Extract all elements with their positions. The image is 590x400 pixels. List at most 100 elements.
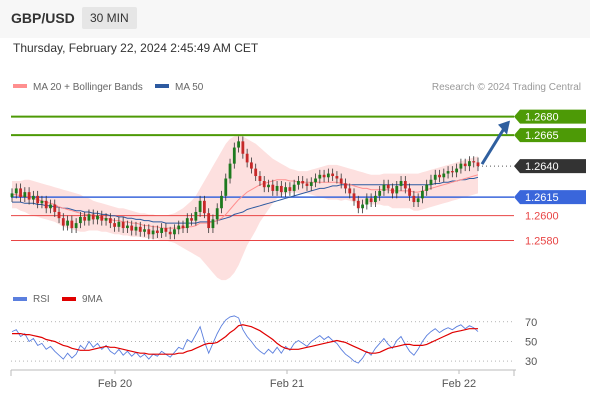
candle <box>275 180 279 196</box>
candle <box>421 185 424 204</box>
candle <box>143 224 146 237</box>
candle-body <box>194 211 198 221</box>
ma50-legend-label: MA 50 <box>175 82 204 93</box>
candle <box>207 208 211 234</box>
resistance-2-value: 1.2680 <box>525 112 559 124</box>
rsi-legend-label: RSI <box>33 294 50 305</box>
candle <box>232 142 236 169</box>
resistance-2-label: 1.2680 <box>514 109 586 124</box>
candle-body <box>275 185 279 191</box>
candle-body <box>339 178 343 184</box>
candle <box>134 221 138 236</box>
candle <box>455 163 459 178</box>
candle-body <box>348 188 352 194</box>
candle <box>373 190 377 208</box>
candle-body <box>318 174 322 179</box>
rsi-tick-label: 30 <box>525 356 537 368</box>
candle <box>438 169 441 183</box>
candle-body <box>322 174 326 178</box>
candle <box>279 180 283 198</box>
candle-body <box>476 162 480 167</box>
candle-body <box>155 230 159 234</box>
candle-body <box>177 225 181 230</box>
rsi-panel: 70 50 30 <box>11 315 537 368</box>
candle <box>305 178 309 191</box>
candle-body <box>224 178 228 196</box>
candle <box>356 195 360 214</box>
candle <box>224 173 228 201</box>
resistance-1-value: 1.2665 <box>525 130 559 142</box>
candle-body <box>369 198 373 203</box>
candle-body <box>356 200 360 209</box>
candle <box>211 214 215 234</box>
candle-body <box>14 188 18 194</box>
candle <box>121 216 125 234</box>
candle <box>49 199 52 214</box>
candle <box>147 224 151 240</box>
candle <box>44 195 48 214</box>
candle <box>476 157 480 172</box>
candle <box>271 179 275 196</box>
rsi-legend: RSI 9MA <box>13 294 103 305</box>
candle-body <box>438 174 441 178</box>
candle-body <box>262 180 266 188</box>
main-legend: MA 20 + Bollinger Bands MA 50 Research ©… <box>13 82 581 93</box>
candle-body <box>344 183 347 189</box>
candle <box>173 224 176 240</box>
timestamp: Thursday, February 22, 2024 2:45:49 AM C… <box>13 41 259 55</box>
header-bar: GBP/USD 30 MIN <box>0 0 590 38</box>
resistance-1-label: 1.2665 <box>514 128 586 143</box>
candle <box>185 213 189 234</box>
resistance-2-tag <box>514 109 586 124</box>
support-1-value: 1.2600 <box>525 211 559 223</box>
candle <box>463 158 467 172</box>
candle <box>442 168 446 183</box>
candle <box>228 158 232 184</box>
time-axis: Feb 20 Feb 21 Feb 22 <box>10 369 516 390</box>
candle-body <box>19 188 22 198</box>
candle-body <box>168 231 172 235</box>
candle-body <box>416 198 420 203</box>
candle-body <box>138 226 142 232</box>
candle <box>14 183 18 199</box>
candle-body <box>117 221 121 227</box>
candle <box>258 171 262 186</box>
candle <box>241 136 245 159</box>
candle <box>164 223 168 237</box>
candle-body <box>463 163 467 167</box>
candle-body <box>326 173 330 178</box>
candle-body <box>352 193 356 201</box>
rsi-line <box>11 315 479 364</box>
candle <box>19 183 22 203</box>
candle <box>126 220 129 234</box>
timeframe-button[interactable]: 30 MIN <box>82 7 137 29</box>
candle-body <box>450 171 454 173</box>
candle <box>309 177 313 191</box>
time-axis-label: Feb 22 <box>442 378 476 390</box>
time-axis-label: Feb 21 <box>270 378 304 390</box>
candle <box>322 169 326 183</box>
candle <box>57 207 61 224</box>
candle <box>301 176 305 189</box>
candle-body <box>279 185 283 193</box>
candle <box>151 225 155 240</box>
candle <box>237 136 240 153</box>
candle-body <box>87 214 91 221</box>
current-label: 1.2640 <box>514 159 586 174</box>
candle-body <box>446 171 450 174</box>
candle-body <box>301 180 305 184</box>
rsi-tick-label: 50 <box>525 336 537 348</box>
candle-body <box>215 208 219 220</box>
candle-body <box>386 184 390 189</box>
candle <box>361 199 364 214</box>
candlesticks <box>10 136 480 240</box>
resistance-1-tag <box>514 128 586 143</box>
candle-body <box>164 228 168 232</box>
candle <box>130 220 134 236</box>
forecast-arrow <box>480 120 510 165</box>
candle-body <box>57 211 61 219</box>
candle <box>100 210 104 226</box>
candle <box>220 190 223 214</box>
rsi-ma-legend-label: 9MA <box>82 294 103 305</box>
